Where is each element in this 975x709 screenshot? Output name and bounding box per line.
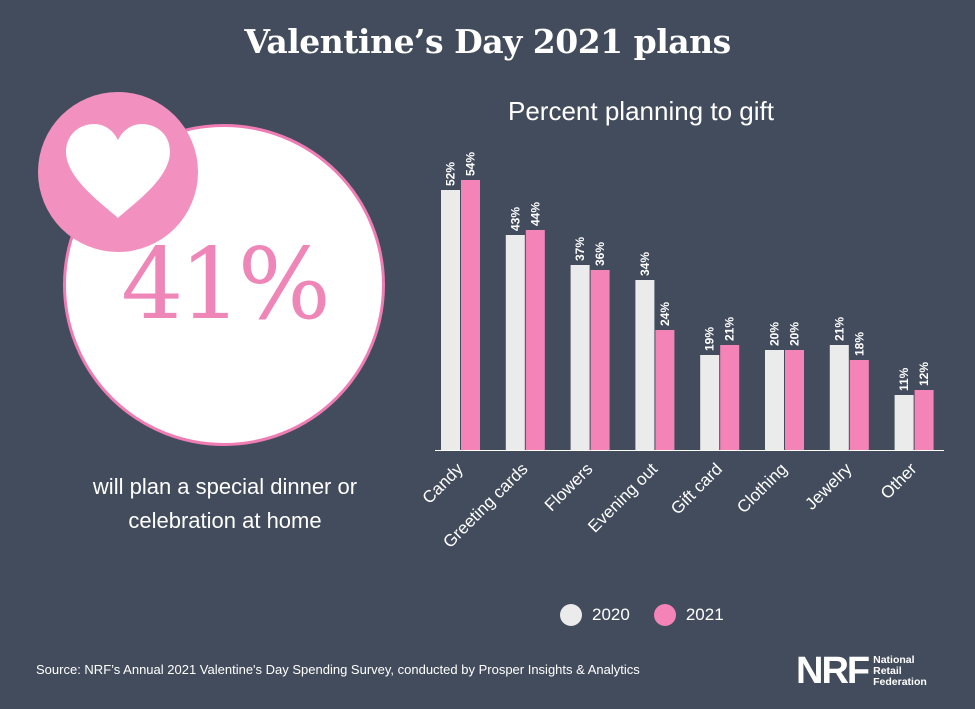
category-label-5: Clothing	[733, 459, 791, 517]
bar-2020-1	[505, 235, 525, 450]
data-label-2020-1: 43%	[508, 207, 522, 231]
legend-swatch-2020	[560, 604, 582, 626]
legend-label-2020: 2020	[592, 605, 630, 624]
page-title: Valentine’s Day 2021 plans	[244, 22, 731, 61]
chart-title: Percent planning to gift	[508, 96, 774, 126]
data-label-2020-7: 11%	[897, 367, 911, 391]
bar-2020-0	[441, 190, 460, 450]
category-label-7: Other	[877, 459, 921, 503]
source-note: Source: NRF’s Annual 2021 Valentine's Da…	[36, 662, 640, 677]
category-label-3: Evening out	[584, 459, 661, 536]
data-label-2021-6: 18%	[852, 332, 866, 356]
logo-text-line3: Federation	[873, 675, 927, 688]
heart-icon	[66, 124, 170, 218]
data-label-2020-5: 20%	[768, 322, 782, 346]
bar-2020-3	[635, 280, 655, 450]
category-label-2: Flowers	[541, 459, 597, 515]
data-label-2021-4: 21%	[723, 317, 737, 341]
heart-badge	[38, 92, 198, 252]
stat-caption-line1: will plan a special dinner or	[92, 474, 358, 499]
bar-2020-7	[894, 395, 914, 450]
data-label-2020-3: 34%	[638, 252, 652, 276]
nrf-logo: NRF National Retail Federation	[796, 652, 927, 690]
data-label-2021-3: 24%	[658, 302, 672, 326]
stat-caption: will plan a special dinner or celebratio…	[30, 470, 420, 538]
bar-2021-3	[655, 330, 675, 450]
bar-2021-5	[785, 350, 804, 450]
bar-2021-0	[461, 180, 480, 450]
data-label-2021-0: 54%	[464, 152, 478, 176]
data-label-2021-2: 36%	[593, 242, 607, 266]
logo-text-line1: National	[873, 653, 915, 666]
category-label-4: Gift card	[667, 459, 726, 518]
data-label-2020-4: 19%	[703, 327, 717, 351]
legend-swatch-2021	[653, 604, 676, 626]
logo-text-line2: Retail	[873, 664, 902, 677]
data-label-2021-7: 12%	[917, 362, 931, 386]
bar-2020-2	[570, 265, 590, 450]
data-label-2020-2: 37%	[573, 237, 587, 261]
stat-value: 41%	[121, 228, 331, 342]
chart-legend: 2020 2021	[560, 604, 748, 626]
bar-2021-7	[914, 390, 934, 450]
legend-label-2021: 2021	[685, 605, 724, 624]
bar-2021-6	[849, 360, 869, 450]
bar-2021-2	[590, 270, 610, 450]
logo-mark: NRF	[796, 650, 870, 692]
stat-caption-line2: celebration at home	[128, 508, 322, 533]
bar-2020-4	[700, 355, 720, 450]
legend-item-2020: 2020	[560, 604, 630, 626]
legend-item-2021: 2021	[653, 604, 724, 626]
bar-2021-4	[720, 345, 740, 450]
logo-text: National Retail Federation	[873, 653, 927, 688]
bar-2020-5	[765, 350, 784, 450]
data-label-2020-0: 52%	[444, 162, 458, 186]
bar-2021-1	[525, 230, 545, 450]
category-label-6: Jewelry	[801, 459, 856, 514]
data-label-2021-1: 44%	[528, 202, 542, 226]
bar-2020-6	[829, 345, 849, 450]
data-label-2021-5: 20%	[788, 322, 802, 346]
category-label-0: Candy	[419, 459, 468, 508]
data-label-2020-6: 21%	[832, 317, 846, 341]
